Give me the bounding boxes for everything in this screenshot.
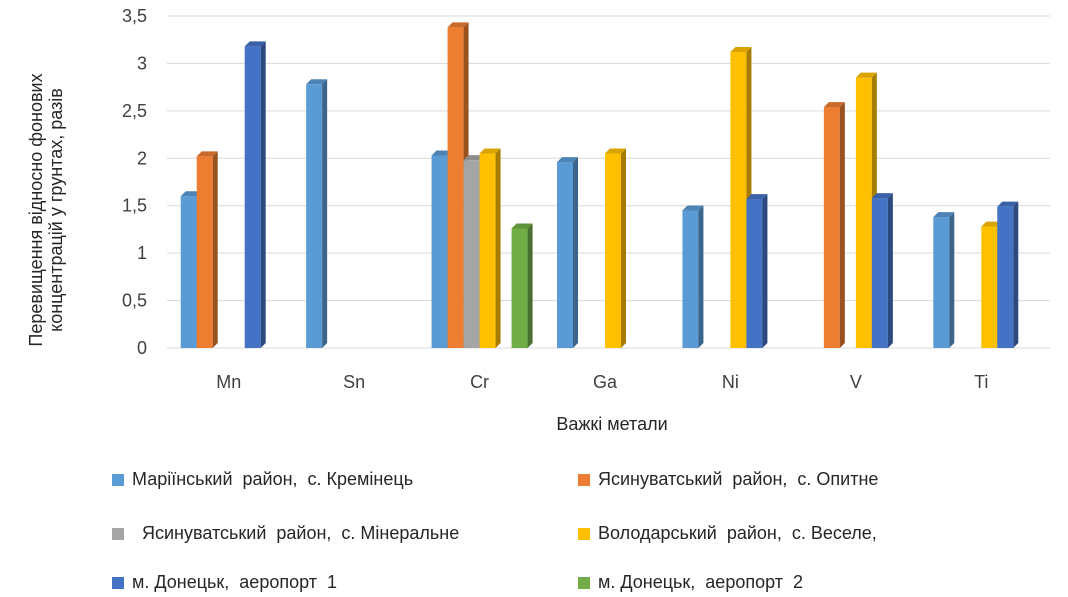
bar-side <box>212 151 218 348</box>
bar <box>682 205 704 348</box>
bar-face <box>746 199 763 348</box>
x-tick-label: Ni <box>722 372 739 392</box>
bar <box>306 79 328 348</box>
bar-face <box>730 52 747 348</box>
bar-side <box>573 157 578 348</box>
bar-top <box>605 148 626 154</box>
bar-face <box>855 77 872 349</box>
bar-side <box>762 194 768 348</box>
x-axis-ticks: Mn Sn Cr Ga Ni V Ti <box>216 372 988 392</box>
y-tick-label: 1,5 <box>122 196 147 216</box>
bar-top <box>306 79 328 85</box>
bar-top <box>479 148 501 154</box>
bar <box>244 41 266 349</box>
bar <box>871 193 893 348</box>
bar-face <box>180 196 197 348</box>
x-tick-label: V <box>850 372 862 392</box>
bar-top <box>511 223 533 229</box>
bar-side <box>887 193 893 348</box>
bar-face <box>511 228 528 348</box>
bar <box>605 148 626 348</box>
bar-top <box>997 201 1019 207</box>
bars <box>180 22 1019 349</box>
y-tick-label: 0 <box>137 338 147 358</box>
bar-side <box>1013 201 1019 348</box>
x-tick-label: Ti <box>974 372 988 392</box>
bar-face <box>244 46 261 349</box>
bar-top <box>682 205 704 211</box>
bar-top <box>730 47 752 53</box>
bar <box>479 148 501 348</box>
bar-face <box>479 153 496 348</box>
bar-top <box>463 155 485 161</box>
bar-face <box>431 155 448 348</box>
y-tick-label: 0,5 <box>122 291 147 311</box>
bar-face <box>823 107 840 348</box>
bar-top <box>871 193 893 199</box>
bar-side <box>839 102 845 348</box>
y-tick-label: 3,5 <box>122 6 147 26</box>
x-tick-label: Cr <box>470 372 489 392</box>
x-axis-title: Важкі метали <box>556 414 667 434</box>
bar-top <box>431 150 453 156</box>
bar-side <box>322 79 328 348</box>
x-tick-label: Sn <box>343 372 365 392</box>
bar-side <box>495 148 501 348</box>
bar-top <box>557 157 578 163</box>
bar-face <box>306 84 323 348</box>
y-tick-label: 1 <box>137 243 147 263</box>
bar-side <box>527 223 533 348</box>
bar-top <box>823 102 845 108</box>
y-axis-title-line-2: концентрацій у грунтах, разів <box>46 88 66 332</box>
bar-top <box>855 72 877 78</box>
bar <box>557 157 578 348</box>
bar <box>933 212 955 348</box>
y-tick-label: 3 <box>137 53 147 73</box>
bar-top <box>933 212 955 218</box>
bar-face <box>981 226 998 348</box>
bar-top <box>196 151 218 157</box>
bar-top <box>447 22 469 28</box>
y-axis-ticks: 0 0,5 1 1,5 2 2,5 3 3,5 <box>122 6 147 358</box>
bar <box>997 201 1019 348</box>
bar-face <box>557 162 573 348</box>
bar-side <box>698 205 704 348</box>
bar-face <box>447 27 464 349</box>
y-tick-label: 2,5 <box>122 101 147 121</box>
bar-face <box>196 156 213 348</box>
bar-face <box>933 217 950 348</box>
bar <box>823 102 845 348</box>
bar-face <box>682 210 699 348</box>
y-axis-title-line-1: Перевищення відносно фонових <box>26 73 46 346</box>
bar-side <box>621 148 626 348</box>
bar-face <box>871 198 888 348</box>
bar <box>511 223 533 348</box>
bar-face <box>997 206 1014 348</box>
bar-top <box>180 191 202 197</box>
x-tick-label: Mn <box>216 372 241 392</box>
y-axis-title: Перевищення відносно фонових концентраці… <box>26 73 66 346</box>
bar-face <box>463 160 480 348</box>
bar-top <box>746 194 768 200</box>
bar-side <box>260 41 266 349</box>
bar-top <box>981 221 1003 227</box>
y-tick-label: 2 <box>137 148 147 168</box>
bar-side <box>949 212 955 348</box>
x-tick-label: Ga <box>593 372 618 392</box>
bar <box>746 194 768 348</box>
bar-face <box>605 153 621 348</box>
bar-top <box>244 41 266 47</box>
bar <box>196 151 218 348</box>
